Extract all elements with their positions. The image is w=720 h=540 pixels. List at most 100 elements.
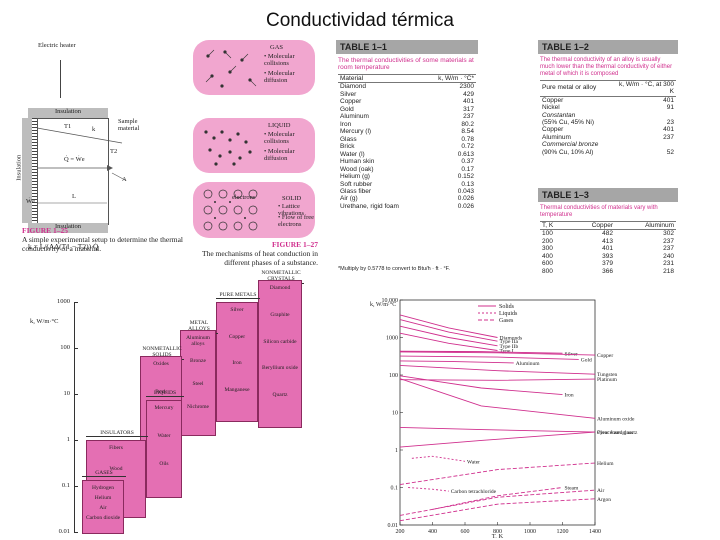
figure-1-25-text: A simple experimental setup to determine… [22,235,183,253]
k-cell: 317 [463,105,474,113]
table-1-1-subtitle: The thermal conductivities of some mater… [338,57,474,72]
series-line [399,431,596,448]
gas-bubble [193,40,315,95]
x-tick-label: 800 [493,529,502,535]
table-row: (90% Cu, 10% Al) 52 [540,149,676,156]
series-line [399,360,514,364]
table-1-3-grid: T, K Copper Aluminum 100 482 302 200 413 237 3… [540,220,676,275]
table-row: (55% Cu, 45% Ni) 23 [540,119,676,126]
series-label: Aluminum [516,361,541,367]
figure-1-27-text: The mechanisms of heat conduction in dif… [201,249,318,267]
l-label: L [72,193,76,200]
k-cell: 0.72 [461,143,474,151]
table-1-1-header-row: Material k, W/m · °C* [338,74,476,83]
material-cell: Aluminum [542,133,571,141]
range-item-label: Copper [228,333,246,340]
range-item-label: Mercury [154,405,174,411]
table-row: 600 379 231 [540,260,676,267]
t-cell: 300 [542,245,553,253]
solid-bubble [193,182,315,238]
material-cell: Aluminum [340,113,369,121]
legend-label: Solids [499,304,515,310]
y-tick-label: 10,000 [382,298,399,304]
figure-1-25-caption: FIGURE 1–25 A simple experimental setup … [22,226,187,253]
y-tick-label: 100 [389,373,398,379]
table-1-1-title: TABLE 1–1 [336,40,478,54]
table-row: Gold 317 [338,106,476,113]
legend-label: Liquids [499,311,518,317]
table-row: Nickel 91 [540,104,676,111]
range-ytick-label: 0.1 [61,482,70,489]
liquid-bubble [193,118,315,173]
heater-label: Electric heater [38,42,76,49]
heater-wire [60,60,61,98]
table-1-2-body: Copper 401 Nickel 91 Constantan (55% Cu, 45% … [540,96,676,156]
table-row: 100 482 302 [540,230,676,238]
x-tick-label: 200 [396,529,405,535]
table-1-3-col-copper: Copper [591,221,614,229]
table-1-2-title: TABLE 1–2 [538,40,678,54]
gas-item-1: • Molecular collisions [264,53,295,68]
range-ytick-label: 0.01 [58,528,70,535]
sample-label: Sample material [118,118,140,133]
k-cell: 237 [463,113,474,121]
solid-lattice [203,189,258,231]
x-tick-label: 1000 [524,529,536,535]
k-cell: 0.37 [461,158,474,166]
range-ytick [74,440,78,441]
range-category-header: INSULATORS [86,430,148,438]
range-item-label: Nichrome [187,404,209,410]
x-tick-label: 1200 [557,529,569,535]
material-cell: Urethane, rigid foam [340,202,399,210]
range-category-bar: Aluminum alloys Bronze Steel Nichrome [180,330,216,436]
series-label: Type IIb [500,344,519,350]
gas-molecules [205,49,257,88]
series-line [399,462,596,485]
range-item-label: Wood [109,466,123,473]
copper-cell: 413 [602,237,614,245]
range-category-bar: Silver Copper Iron Manganese [216,302,258,422]
range-item-label: Silver [230,307,244,313]
table-row: Helium (g) 0.152 [338,173,476,180]
range-ytick-label: 1000 [57,298,70,305]
sample-sketch [37,127,126,204]
k-cell: 2300 [459,83,474,91]
range-item-label: Silicon carbide [263,338,297,345]
copper-cell: 366 [602,267,614,275]
series-label: Platinum [597,377,618,383]
table-row: Copper 401 [540,96,676,104]
series-line [408,487,449,492]
series-label: Type IIa [500,339,519,345]
k-cell: 0.13 [461,180,474,188]
series-label: Iron [565,393,574,399]
k-cell: 401 [663,96,674,104]
k-cell: 80.2 [461,120,474,128]
liquid-item-1: • Molecular collisions [264,131,295,146]
table-row: Copper 401 [338,98,476,105]
series-line [399,378,596,381]
table-row: Water (l) 0.613 [338,151,476,158]
k-cell: 0.17 [461,165,474,173]
q-label: Q̇ = Ẇe [64,156,85,163]
k-label: k [92,126,96,133]
range-category-header: LIQUIDS [146,390,184,398]
range-item-label: Diamond [269,285,291,291]
range-category-header: PURE METALS [216,292,260,300]
table-row: Wood (oak) 0.17 [338,166,476,173]
copper-cell: 401 [602,245,614,253]
range-item-label: Helium [94,495,112,501]
range-category-bar: Mercury Water Oils [146,400,182,498]
series-label: Copper [597,353,613,359]
aluminum-cell: 218 [663,267,674,275]
range-item-label: Hydrogen [92,485,114,491]
k-cell: 23 [666,119,674,127]
table-1-2-subtitle: The thermal conductivity of an alloy is … [540,57,673,77]
x-tick-label: 600 [461,529,470,535]
k-cell: 0.026 [457,202,474,210]
material-cell: Glass fiber [340,187,372,195]
solid-title: SOLID [282,195,302,202]
range-chart-axis [74,302,75,532]
range-item-label: Steel [192,381,204,387]
series-line [399,350,563,354]
solid-item-2: • Flow of free electrons [278,214,315,229]
